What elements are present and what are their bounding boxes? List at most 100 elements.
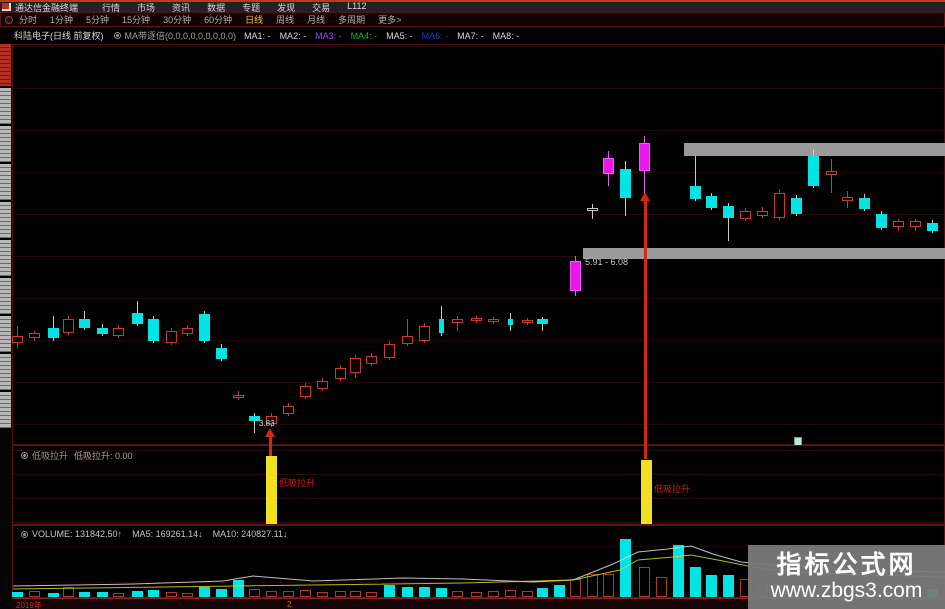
volume-bar: [620, 539, 631, 597]
sub-indicator-name: 低吸拉升: [32, 451, 69, 461]
candlestick-chart[interactable]: 5.91 - 6.08 3.83: [12, 44, 945, 447]
candle-body: [63, 319, 74, 333]
sidebar-tab-0[interactable]: [0, 44, 11, 86]
volume-bar: [132, 591, 143, 597]
candle-body: [199, 314, 210, 341]
sidebar-tab-8[interactable]: [0, 354, 11, 390]
menu-item-L112[interactable]: L112: [347, 0, 367, 11]
candle-body: [893, 221, 904, 227]
volume-bar: [366, 592, 377, 597]
period-tab-分时[interactable]: 分时: [19, 15, 38, 25]
candle-body: [132, 313, 143, 324]
volume-bar: [419, 587, 430, 597]
sub-indicator-panel[interactable]: 低吸拉升 低吸拉升: 0.00 低吸拉升 低吸拉升: [12, 445, 945, 525]
left-sidebar: [0, 44, 12, 609]
volume-bar: [522, 591, 533, 597]
menu-item-数据[interactable]: 数据: [207, 2, 226, 13]
volume-header: VOLUME: 131842.50↑ MA5: 169261.14↓ MA10: 2…: [21, 529, 298, 539]
candle-wick: [407, 319, 408, 346]
clock-icon: [5, 15, 13, 24]
arrow-head: [265, 428, 275, 437]
price-label: 5.91 - 6.08: [585, 257, 629, 267]
candle-body: [148, 319, 159, 341]
candle-body: [419, 326, 430, 341]
volume-bar: [673, 545, 684, 597]
volume-bar: [166, 592, 177, 597]
volume-stat-MA10: MA10: 240827.11↓: [212, 529, 288, 539]
ma-value-MA8: MA8: -: [492, 30, 520, 41]
volume-stat-MA5: MA5: 169261.14↓: [132, 529, 203, 539]
stock-title: 科陆电子(日线 前复权): [14, 31, 104, 41]
candle-body: [927, 223, 938, 231]
status-bar: 科陆电子(日线 前复权) MA带逐倍(0,0,0,0,0,0,0,0,0) MA…: [0, 27, 945, 44]
indicator-ring-icon[interactable]: [21, 452, 28, 459]
volume-bar: [199, 587, 210, 597]
candle-body: [300, 386, 311, 397]
period-tab-日线[interactable]: 日线: [245, 15, 264, 25]
period-tab-1分钟[interactable]: 1分钟: [50, 15, 74, 25]
low-label: 3.83: [259, 419, 275, 428]
volume-bar: [283, 591, 294, 597]
volume-bar: [505, 590, 516, 597]
candle-body: [603, 158, 614, 174]
menu-item-市场[interactable]: 市场: [137, 2, 156, 13]
menu-item-行情[interactable]: 行情: [102, 2, 121, 13]
app-logo-icon: [2, 3, 11, 11]
menu-item-专题[interactable]: 专题: [242, 2, 261, 13]
candle-body: [384, 344, 395, 358]
sidebar-tab-2[interactable]: [0, 126, 11, 162]
candle-body: [113, 328, 124, 336]
watermark-url: www.zbgs3.com: [770, 579, 923, 603]
volume-bar: [48, 593, 59, 597]
candle-body: [522, 320, 533, 323]
candle-body: [859, 198, 870, 209]
candle-body: [826, 171, 837, 175]
sidebar-tab-9[interactable]: [0, 392, 11, 428]
menu-item-交易[interactable]: 交易: [312, 2, 331, 13]
candle-body: [335, 368, 346, 379]
volume-bar: [603, 574, 614, 597]
sidebar-tab-4[interactable]: [0, 202, 11, 238]
period-tab-15分钟[interactable]: 15分钟: [122, 15, 151, 25]
volume-bar: [587, 574, 598, 597]
sidebar-tab-6[interactable]: [0, 278, 11, 314]
watermark: 指标公式网 www.zbgs3.com: [748, 545, 945, 609]
period-tab-5分钟[interactable]: 5分钟: [86, 15, 110, 25]
candle-wick: [457, 316, 458, 331]
candle-body: [791, 198, 802, 214]
candle-body: [842, 197, 853, 201]
sidebar-tab-3[interactable]: [0, 164, 11, 200]
period-tab-月线[interactable]: 月线: [307, 15, 326, 25]
signal-bar-0: [266, 456, 277, 524]
candle-body: [216, 348, 227, 359]
period-tab-多周期[interactable]: 多周期: [338, 15, 366, 25]
period-tab-更多>[interactable]: 更多>: [378, 15, 402, 25]
ma-value-MA4: MA4: -: [350, 30, 378, 41]
ma-value-MA3: MA3: -: [315, 30, 342, 41]
menu-item-资讯[interactable]: 资讯: [172, 2, 191, 13]
volume-bar: [63, 587, 74, 597]
sidebar-tab-1[interactable]: [0, 88, 11, 124]
candle-body: [488, 319, 499, 322]
signal-label-0: 低吸拉升: [279, 478, 316, 488]
sidebar-tab-7[interactable]: [0, 316, 11, 352]
ma-value-MA7: MA7: -: [457, 30, 484, 41]
candle-body: [439, 319, 444, 333]
period-tab-30分钟[interactable]: 30分钟: [163, 15, 192, 25]
volume-bar: [182, 593, 193, 597]
candle-body: [283, 406, 294, 414]
candle-body: [757, 211, 768, 216]
volume-bar: [79, 592, 90, 597]
sidebar-tab-5[interactable]: [0, 240, 11, 276]
volume-bar: [452, 591, 463, 597]
indicator-ring-icon[interactable]: [21, 530, 28, 538]
menu-item-发现[interactable]: 发现: [277, 2, 296, 13]
candle-body: [317, 381, 328, 389]
candle-body: [166, 331, 177, 343]
candle-body: [570, 261, 581, 291]
volume-bar: [488, 591, 499, 597]
indicator-ring-icon[interactable]: [113, 32, 121, 39]
period-tab-周线[interactable]: 周线: [276, 15, 295, 25]
period-tab-60分钟[interactable]: 60分钟: [204, 15, 233, 25]
candle-body: [537, 319, 548, 324]
